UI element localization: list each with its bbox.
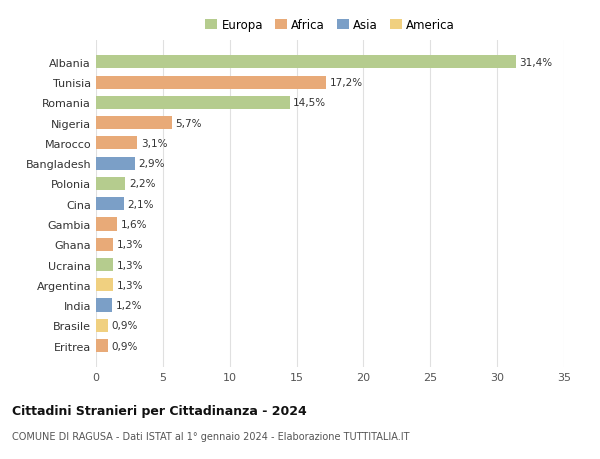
Bar [96,198,124,211]
Text: 31,4%: 31,4% [519,58,553,67]
Bar [96,339,108,353]
Text: 2,2%: 2,2% [129,179,155,189]
Text: 1,3%: 1,3% [117,240,143,250]
Bar [96,279,113,292]
Text: 0,9%: 0,9% [112,341,138,351]
Text: 3,1%: 3,1% [141,139,167,149]
Bar [96,117,172,130]
Bar [96,137,137,150]
Text: 5,7%: 5,7% [176,118,202,129]
Legend: Europa, Africa, Asia, America: Europa, Africa, Asia, America [205,19,455,32]
Bar [96,76,326,90]
Text: 14,5%: 14,5% [293,98,326,108]
Bar [96,218,118,231]
Bar [96,238,113,251]
Text: 2,1%: 2,1% [127,199,154,209]
Text: 1,3%: 1,3% [117,280,143,290]
Bar [96,299,112,312]
Bar [96,56,516,69]
Bar [96,319,108,332]
Text: Cittadini Stranieri per Cittadinanza - 2024: Cittadini Stranieri per Cittadinanza - 2… [12,404,307,417]
Bar [96,157,135,170]
Bar [96,96,290,110]
Text: 1,2%: 1,2% [115,300,142,310]
Text: COMUNE DI RAGUSA - Dati ISTAT al 1° gennaio 2024 - Elaborazione TUTTITALIA.IT: COMUNE DI RAGUSA - Dati ISTAT al 1° genn… [12,431,409,442]
Text: 2,9%: 2,9% [138,159,164,169]
Bar [96,258,113,271]
Bar [96,178,125,190]
Text: 1,3%: 1,3% [117,260,143,270]
Text: 17,2%: 17,2% [329,78,362,88]
Text: 1,6%: 1,6% [121,219,147,230]
Text: 0,9%: 0,9% [112,320,138,330]
